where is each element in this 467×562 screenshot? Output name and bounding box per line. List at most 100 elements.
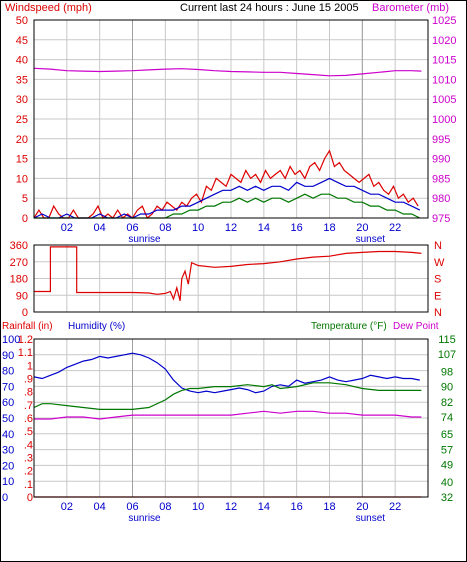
x-tick-label: 04: [94, 222, 106, 234]
temperature-tick-label: 40: [441, 477, 453, 489]
x-tick-label: 08: [159, 501, 171, 513]
compass-label: S: [434, 274, 441, 286]
temperature-tick-label: 57: [441, 444, 453, 456]
windspeed-tick-label: 15: [16, 154, 28, 166]
humidity-tick-label: 60: [2, 397, 14, 409]
temp-panel-labels: Rainfall (in) Humidity (%) Temperature (…: [2, 321, 439, 332]
x-tick-label: 04: [94, 501, 106, 513]
compass-label: E: [434, 290, 441, 302]
barometer-tick-label: 1025: [432, 15, 456, 27]
barometer-axis-title: Barometer (mb): [372, 2, 449, 14]
x-tick-label: 02: [61, 501, 73, 513]
humidity-tick-label: 100: [2, 334, 20, 346]
x-tick-label: 22: [389, 222, 401, 234]
temperature-tick-label: 74: [441, 412, 453, 424]
x-tick-label: 20: [356, 501, 368, 513]
dewpoint-axis-title: Dew Point: [393, 321, 439, 332]
humidity-tick-label: 20: [2, 460, 14, 472]
series-line: [34, 410, 422, 420]
barometer-tick-label: 1005: [432, 94, 456, 106]
direction-tick-label: 0: [22, 307, 28, 319]
wind-panel: 0510152025303540455097598098599099510001…: [16, 15, 457, 245]
x-tick-label: 16: [291, 501, 303, 513]
humidity-tick-label: 80: [2, 366, 14, 378]
x-tick-label: 18: [323, 501, 335, 513]
x-tick-label: 02: [61, 222, 73, 234]
windspeed-tick-label: 40: [16, 55, 28, 67]
humidity-tick-label: 50: [2, 413, 14, 425]
x-tick-label: 08: [159, 222, 171, 234]
x-tick-label: 20: [356, 222, 368, 234]
temperature-tick-label: 49: [441, 460, 453, 472]
rainfall-tick-label: 0: [27, 492, 33, 504]
x-tick-label: 14: [258, 501, 270, 513]
barometer-tick-label: 995: [432, 134, 450, 146]
x-tick-label: 16: [291, 222, 303, 234]
compass-label: N: [434, 240, 442, 252]
windspeed-tick-label: 45: [16, 35, 28, 47]
windspeed-tick-label: 35: [16, 74, 28, 86]
plot-frame: [33, 19, 429, 219]
barometer-tick-label: 1010: [432, 74, 456, 86]
humidity-tick-label: 0: [2, 492, 8, 504]
chart-title: Current last 24 hours : June 15 2005: [180, 2, 359, 14]
sunset-label: sunset: [356, 513, 386, 524]
x-tick-label: 12: [225, 501, 237, 513]
direction-tick-label: 360: [10, 240, 28, 252]
humidity-tick-label: 70: [2, 381, 14, 393]
rainfall-tick-label: .1: [24, 479, 33, 491]
temperature-tick-label: 82: [441, 397, 453, 409]
temperature-tick-label: 65: [441, 429, 453, 441]
barometer-tick-label: 990: [432, 154, 450, 166]
rainfall-tick-label: 1.2: [18, 334, 33, 346]
x-tick-label: 10: [192, 501, 204, 513]
rainfall-tick-label: .9: [24, 374, 33, 386]
barometer-tick-label: 985: [432, 173, 450, 185]
temperature-tick-label: 115: [438, 334, 456, 346]
rainfall-tick-label: .6: [24, 413, 33, 425]
series-line: [34, 246, 422, 301]
rainfall-axis-title: Rainfall (in): [2, 321, 53, 332]
series-line: [33, 67, 422, 77]
barometer-tick-label: 980: [432, 193, 450, 205]
plot-frame: [33, 244, 429, 313]
windspeed-tick-label: 20: [16, 134, 28, 146]
series-line: [33, 382, 422, 410]
x-tick-label: 18: [323, 222, 335, 234]
windspeed-tick-label: 0: [22, 213, 28, 225]
x-tick-label: 10: [192, 222, 204, 234]
rainfall-tick-label: .2: [24, 466, 33, 478]
humidity-tick-label: 30: [2, 445, 14, 457]
windspeed-tick-label: 5: [22, 193, 28, 205]
barometer-tick-label: 1015: [432, 55, 456, 67]
rainfall-tick-label: .3: [24, 453, 33, 465]
humidity-axis-title: Humidity (%): [68, 321, 125, 332]
series-line: [33, 149, 419, 219]
windspeed-tick-label: 50: [16, 15, 28, 27]
temperature-axis-title: Temperature (°F): [311, 321, 387, 332]
sunrise-label: sunrise: [128, 513, 161, 524]
temperature-tick-label: 107: [438, 349, 456, 361]
rainfall-tick-label: .5: [24, 426, 33, 438]
windspeed-tick-label: 10: [16, 173, 28, 185]
temperature-panel: 01020304050607080901000.1.2.3.4.5.6.7.8.…: [2, 334, 456, 524]
sunset-label: sunset: [356, 234, 386, 245]
sunrise-label: sunrise: [128, 234, 161, 245]
barometer-tick-label: 975: [432, 213, 450, 225]
rainfall-tick-label: .7: [24, 400, 33, 412]
barometer-tick-label: 1000: [432, 114, 456, 126]
temperature-tick-label: 98: [441, 366, 453, 378]
rainfall-tick-label: 1.1: [18, 347, 33, 359]
rainfall-tick-label: .8: [24, 387, 33, 399]
direction-tick-label: 180: [10, 274, 28, 286]
barometer-tick-label: 1020: [432, 35, 456, 47]
series-line: [33, 177, 421, 219]
x-tick-label: 12: [225, 222, 237, 234]
compass-label: N: [434, 307, 442, 319]
direction-tick-label: 270: [10, 257, 28, 269]
windspeed-axis-title: Windspeed (mph): [5, 2, 92, 14]
temperature-tick-label: 32: [441, 492, 453, 504]
rainfall-tick-label: 1: [27, 360, 33, 372]
